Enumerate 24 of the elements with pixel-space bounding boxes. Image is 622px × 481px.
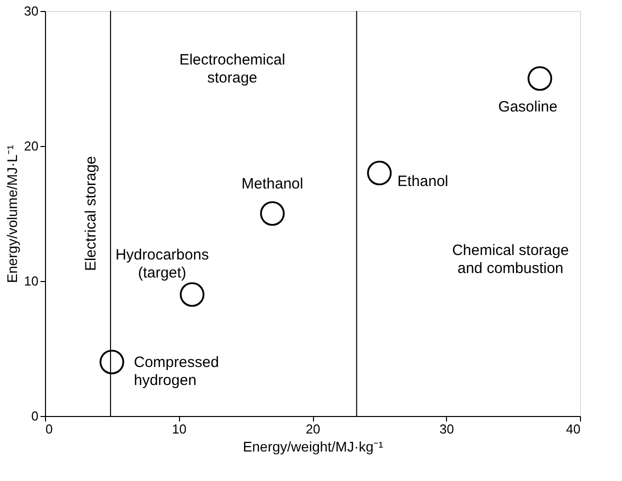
y-tick-label: 30 xyxy=(24,4,38,18)
annotation: Electrical storage xyxy=(82,156,100,272)
annotation: Gasoline xyxy=(498,98,558,116)
x-axis-title: Energy/weight/MJ·kg⁻¹ xyxy=(242,438,384,454)
point xyxy=(180,282,204,307)
y-tick-label: 10 xyxy=(24,274,38,288)
annotation: Compressed hydrogen xyxy=(134,354,219,389)
point xyxy=(100,350,124,374)
y-tick-label: 0 xyxy=(31,408,38,424)
annotation: Hydrocarbons (target) xyxy=(115,246,209,282)
x-tick-label: 10 xyxy=(172,422,186,436)
x-tick-label: 30 xyxy=(440,422,454,436)
y-axis-title: Energy/volume/MJ·L⁻¹ xyxy=(4,144,20,284)
annotation: Methanol xyxy=(242,176,304,192)
annotation: Ethanol xyxy=(397,173,448,190)
x-tick-label: 40 xyxy=(566,422,580,436)
x-tick-label: 20 xyxy=(306,422,320,436)
point xyxy=(260,201,285,226)
point xyxy=(367,160,392,186)
annotation: Electrochemical storage xyxy=(179,52,286,87)
annotation: Chemical storage and combustion xyxy=(452,242,569,277)
y-tick-label: 20 xyxy=(24,138,38,154)
point xyxy=(528,66,552,91)
x-tick-label: 0 xyxy=(46,422,53,436)
